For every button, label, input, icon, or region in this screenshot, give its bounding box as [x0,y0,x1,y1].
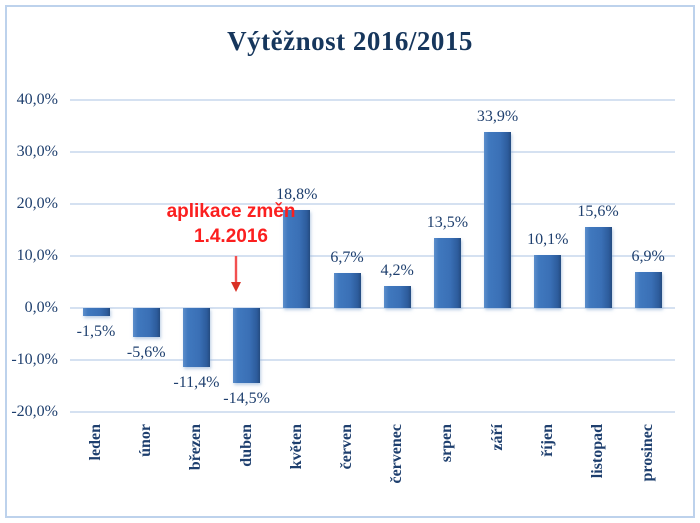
x-axis-label-květen: květen [287,424,305,470]
gridline [70,359,675,361]
bar-value-label: 15,6% [577,202,619,220]
gridline [70,307,675,309]
chart-frame [5,5,695,518]
bar-březen [182,308,210,368]
y-axis-label: 30,0% [16,143,58,160]
x-axis-label-duben: duben [237,424,255,467]
y-axis-label: 20,0% [16,195,58,212]
bar-value-label: 10,1% [527,231,569,249]
y-axis-label: -10,0% [11,351,58,368]
x-axis-label-červen: červen [338,424,355,470]
bar-září [484,131,512,308]
annotation-line2: 1.4.2016 [194,226,268,247]
bar-duben [233,308,261,384]
bar-srpen [433,237,461,308]
gridline [70,255,675,257]
bar-value-label: -1,5% [76,322,116,340]
x-axis-label-leden: leden [87,424,104,461]
bar-prosinec [634,272,662,308]
bar-červenec [383,286,411,308]
x-axis-label-říjen: říjen [538,424,556,457]
bar-value-label: -5,6% [126,344,166,362]
bar-value-label: 6,9% [631,248,665,266]
annotation-line1: aplikace změn [166,201,296,222]
bar-červen [333,273,361,308]
bar-value-label: 4,2% [380,262,414,280]
x-axis-label-srpen: srpen [438,424,456,463]
x-axis-label-listopad: listopad [589,424,606,479]
x-axis-label-prosinec: prosinec [639,424,657,482]
bar-value-label: 18,8% [276,186,318,204]
gridline [70,151,675,153]
bar-květen [283,210,311,308]
bar-říjen [534,255,562,308]
bar-value-label: -11,4% [173,374,220,392]
bar-únor [132,308,160,338]
y-axis-label: 40,0% [16,91,58,108]
gridline [70,411,675,413]
annotation: aplikace změn 1.4.2016 [150,199,312,249]
y-axis-label: 0,0% [24,299,58,316]
bar-value-label: 13,5% [426,213,469,231]
gridline [70,99,675,101]
bar-value-label: -14,5% [223,390,270,408]
x-axis-label-březen: březen [187,424,205,471]
gridline [70,203,675,205]
x-axis-label-únor: únor [137,424,155,457]
x-axis-label-září: září [488,424,506,451]
bar-leden [82,308,110,316]
bar-listopad [584,226,612,308]
y-axis-label: 10,0% [16,247,58,264]
chart-title: Výtěžnost 2016/2015 [227,26,473,56]
bar-value-label: 33,9% [476,107,519,125]
bar-value-label: 6,7% [330,249,364,267]
down-arrow-icon [231,256,241,292]
x-axis-label-červenec: červenec [388,424,406,484]
y-axis-label: -20,0% [11,403,58,420]
